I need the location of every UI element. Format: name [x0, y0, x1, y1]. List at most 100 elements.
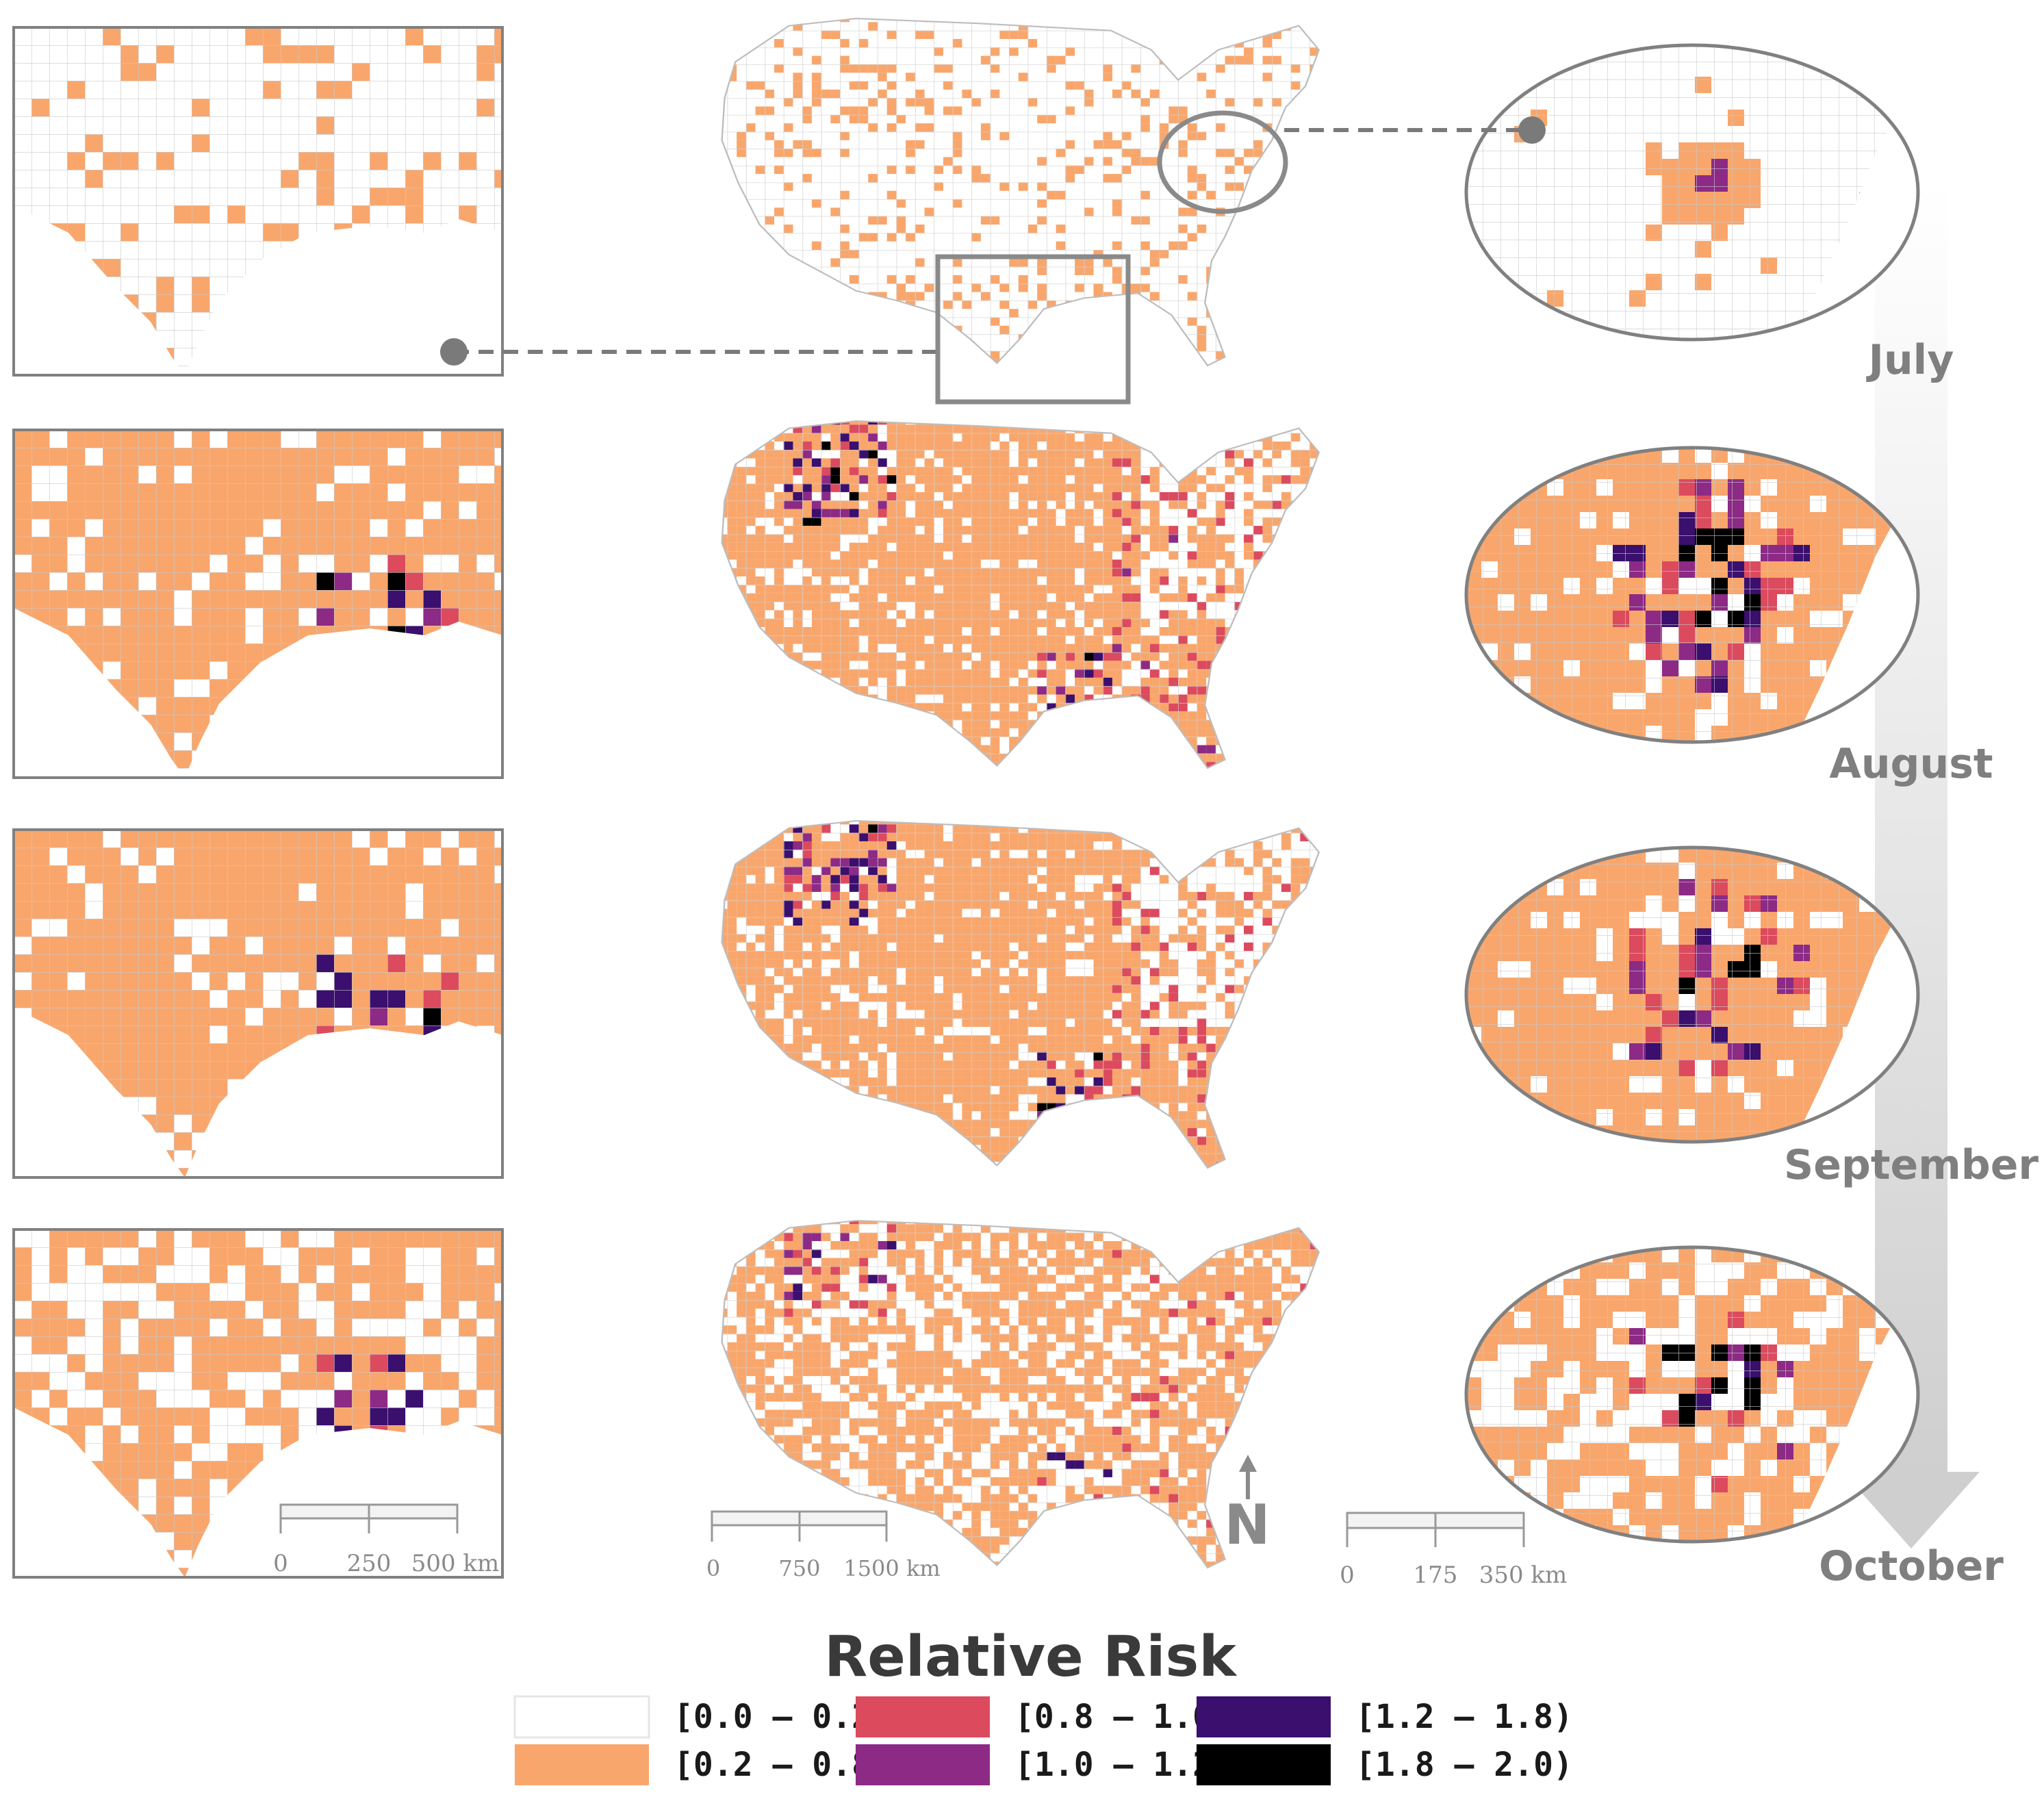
- county-cell: [765, 762, 775, 768]
- county-cell: [1037, 342, 1047, 351]
- county-cell: [990, 421, 1000, 425]
- county-cell: [1112, 368, 1122, 376]
- county-cell: [1272, 292, 1281, 301]
- county-cell: [886, 753, 897, 763]
- county-cell: [1290, 258, 1301, 267]
- county-cell: [727, 643, 737, 652]
- county-cell: [1121, 753, 1132, 763]
- county-cell: [1253, 728, 1263, 737]
- county-cell: [1112, 18, 1122, 23]
- county-cell: [1547, 446, 1563, 463]
- county-cell: [1262, 652, 1273, 661]
- county-cell: [745, 711, 756, 720]
- county-cell: [802, 762, 812, 768]
- county-cell: [708, 518, 718, 526]
- county-cell: [896, 728, 906, 737]
- county-cell: [765, 661, 775, 670]
- county-cell: [1262, 711, 1273, 720]
- county-cell: [1121, 821, 1132, 825]
- texas-inset-frame: [12, 429, 504, 779]
- county-cell: [830, 762, 841, 768]
- county-cell: [934, 737, 943, 745]
- county-cell: [1084, 711, 1094, 720]
- county-cell: [1319, 900, 1329, 908]
- county-cell: [1112, 359, 1122, 366]
- county-cell: [755, 342, 765, 351]
- county-cell: [1159, 753, 1169, 763]
- county-cell: [952, 762, 962, 768]
- county-cell: [774, 686, 784, 695]
- county-cell: [708, 424, 718, 433]
- county-cell: [1234, 652, 1244, 661]
- county-cell: [1215, 694, 1225, 703]
- county-cell: [1253, 737, 1263, 745]
- county-cell: [1465, 693, 1481, 709]
- county-cell: [1310, 643, 1319, 652]
- county-cell: [1103, 309, 1112, 318]
- county-cell: [811, 325, 821, 335]
- county-cell: [727, 368, 737, 376]
- county-cell: [830, 728, 841, 737]
- county-cell: [708, 745, 718, 753]
- county-cell: [1310, 610, 1319, 619]
- county-cell: [727, 719, 737, 728]
- county-cell: [1310, 875, 1319, 884]
- county-cell: [849, 745, 859, 754]
- texas-inset-map: [12, 828, 504, 1179]
- county-cell: [1290, 18, 1301, 23]
- county-cell: [1329, 770, 1338, 778]
- county-cell: [1329, 867, 1338, 875]
- county-cell: [1300, 719, 1310, 728]
- county-cell: [1244, 359, 1253, 366]
- us-map: [721, 17, 1347, 376]
- county-cell: [924, 317, 934, 326]
- county-cell: [830, 719, 841, 728]
- county-cell: [1310, 635, 1319, 644]
- county-cell: [1253, 770, 1263, 778]
- county-cell: [811, 694, 821, 703]
- county-cell: [1225, 686, 1235, 695]
- county-cell: [1159, 317, 1169, 326]
- county-cell: [1206, 841, 1216, 850]
- county-cell: [868, 745, 878, 754]
- county-cell: [745, 421, 756, 425]
- county-cell: [774, 661, 784, 670]
- county-cell: [1290, 350, 1301, 360]
- county-cell: [1329, 559, 1338, 568]
- county-cell: [1215, 317, 1225, 326]
- county-cell: [1481, 742, 1498, 743]
- county-cell: [943, 745, 953, 754]
- county-cell: [721, 441, 728, 450]
- county-cell: [1168, 433, 1178, 442]
- county-cell: [1319, 711, 1329, 719]
- county-cell: [868, 753, 878, 763]
- county-cell: [821, 762, 831, 768]
- county-cell: [1338, 242, 1347, 250]
- county-cell: [1310, 157, 1319, 166]
- county-cell: [1329, 301, 1338, 309]
- county-cell: [745, 821, 756, 825]
- county-cell: [1281, 576, 1291, 585]
- county-cell: [746, 770, 756, 778]
- county-cell: [1329, 711, 1338, 719]
- county-cell: [1178, 841, 1188, 850]
- county-cell: [1338, 568, 1347, 576]
- county-cell: [1234, 677, 1244, 687]
- county-cell: [727, 850, 737, 858]
- county-cell: [1037, 821, 1047, 825]
- county-cell: [971, 421, 981, 425]
- county-cell: [1244, 686, 1253, 695]
- county-cell: [1178, 64, 1188, 73]
- county-cell: [1744, 742, 1761, 743]
- county-cell: [962, 18, 972, 23]
- county-cell: [755, 669, 765, 678]
- county-cell: [1290, 677, 1301, 687]
- county-cell: [1465, 496, 1481, 512]
- county-cell: [765, 421, 775, 425]
- county-cell: [721, 832, 728, 841]
- county-cell: [1793, 742, 1810, 743]
- county-cell: [1084, 728, 1094, 737]
- county-cell: [1075, 821, 1084, 825]
- county-cell: [1281, 762, 1291, 768]
- county-cell: [1498, 709, 1514, 726]
